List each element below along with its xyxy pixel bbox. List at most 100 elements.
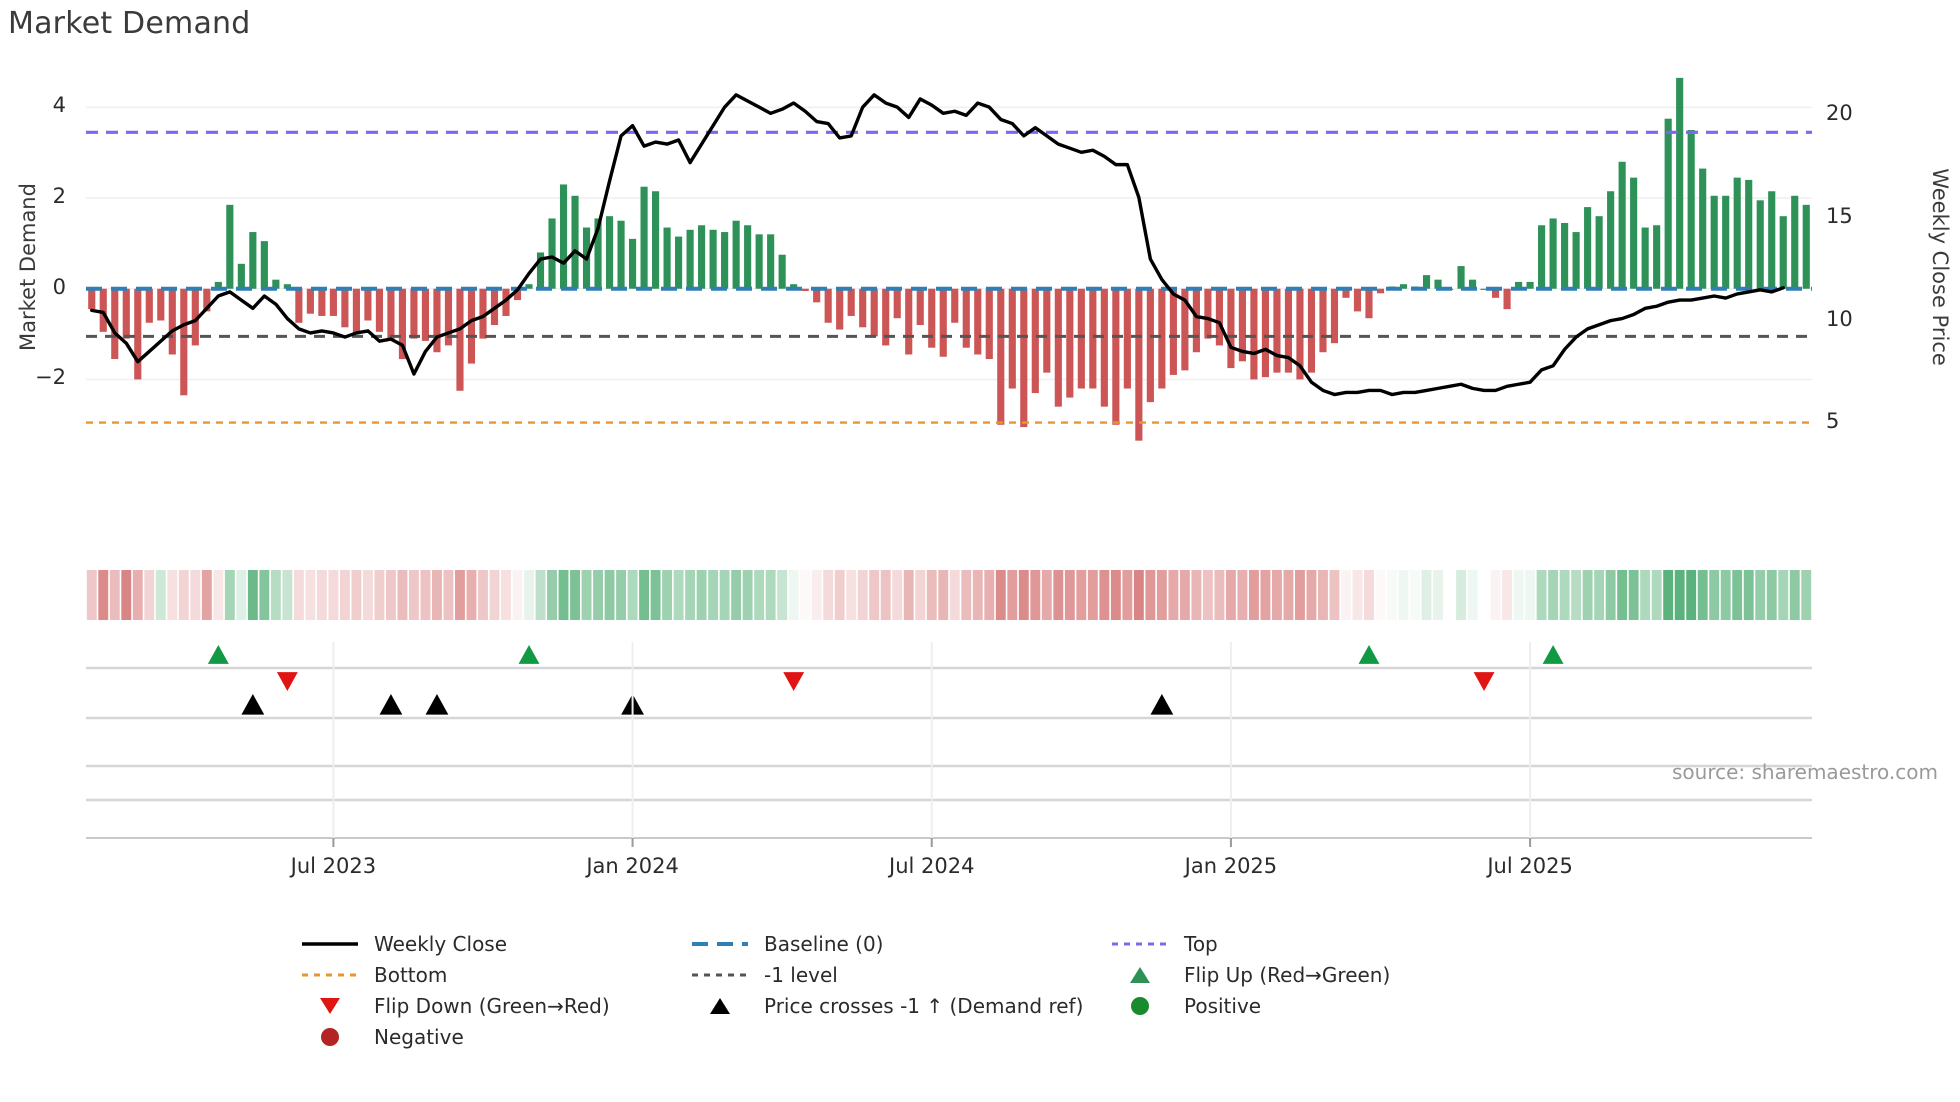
demand-bar	[1779, 216, 1787, 289]
heatmap-cell	[374, 570, 385, 620]
legend-item[interactable]: Negative	[300, 1021, 670, 1052]
legend-item[interactable]: Baseline (0)	[690, 928, 1090, 959]
heatmap-cell	[1225, 570, 1236, 620]
heatmap-cell	[1156, 570, 1167, 620]
x-tick-label: Jul 2025	[1487, 854, 1573, 878]
demand-bar	[652, 191, 660, 289]
demand-bar	[548, 218, 556, 289]
heatmap-cell	[1674, 570, 1685, 620]
demand-bar	[1192, 288, 1200, 353]
heatmap-cell	[547, 570, 557, 620]
demand-bar	[1020, 288, 1028, 428]
triangle-up-icon	[1130, 966, 1150, 983]
price-cross-marker	[379, 694, 403, 715]
demand-bar	[168, 288, 176, 355]
legend-item[interactable]: Price crosses -1 ↑ (Demand ref)	[690, 990, 1090, 1021]
heatmap-cell	[1364, 570, 1374, 620]
demand-bar	[421, 288, 430, 341]
legend-item[interactable]: Flip Down (Green→Red)	[300, 990, 670, 1021]
demand-bar	[847, 288, 855, 316]
x-axis	[86, 642, 1812, 847]
event-markers	[207, 645, 1564, 715]
heatmap-cell	[719, 570, 730, 620]
demand-bar	[502, 288, 510, 316]
heatmap-cell	[673, 570, 684, 620]
legend-spacer	[1110, 1021, 1440, 1052]
heatmap-cell	[247, 570, 258, 620]
heatmap-cell	[478, 570, 488, 620]
heatmap-cell	[1341, 570, 1351, 620]
heatmap-cell	[1490, 570, 1501, 620]
demand-bar	[433, 288, 441, 353]
demand-bar	[859, 288, 867, 328]
legend-item[interactable]: Positive	[1110, 990, 1440, 1021]
demand-bar	[1664, 118, 1672, 289]
legend-item[interactable]: -1 level	[690, 959, 1090, 990]
heatmap-cell	[236, 570, 247, 620]
heatmap-cell	[362, 570, 373, 620]
demand-bar	[675, 236, 683, 289]
demand-bar	[1204, 288, 1212, 339]
heatmap-cell	[1295, 570, 1305, 620]
demand-bar	[1123, 288, 1131, 389]
demand-bar	[1572, 232, 1580, 289]
demand-bar	[352, 288, 360, 335]
demand-bar	[1549, 218, 1557, 289]
demand-bar	[1399, 284, 1408, 289]
demand-bar	[559, 184, 568, 289]
heatmap-cell	[1007, 570, 1018, 620]
demand-bar	[951, 288, 959, 323]
demand-bar	[272, 279, 280, 289]
heatmap-cell	[1271, 570, 1282, 620]
heatmap-cell	[1352, 570, 1363, 620]
legend-item[interactable]: Bottom	[300, 959, 670, 990]
demand-bar	[88, 288, 96, 310]
heatmap-cell	[109, 570, 120, 620]
heatmap-cell	[259, 570, 270, 620]
demand-bar	[1768, 191, 1776, 289]
heatmap-cell	[1110, 570, 1121, 620]
solid-line-swatch	[300, 933, 360, 955]
demand-bar	[456, 288, 464, 391]
demand-bar	[375, 288, 383, 332]
heatmap-cell	[167, 570, 178, 620]
heatmap-cell	[1375, 570, 1386, 620]
demand-bar	[1261, 288, 1270, 378]
demand-bar	[1802, 204, 1810, 289]
heatmap-cell	[926, 570, 937, 620]
demand-bar	[467, 288, 476, 364]
heatmap-cell	[627, 570, 638, 620]
heatmap-cell	[1732, 570, 1743, 620]
heatmap-cell	[788, 570, 799, 620]
demand-bar	[1008, 288, 1016, 389]
heatmap-cell	[869, 570, 880, 620]
heatmap-cell	[316, 570, 327, 620]
heatmap-cell	[86, 570, 97, 620]
weekly-close-polyline	[90, 93, 1785, 397]
demand-bar	[410, 288, 418, 339]
heatmap-cell	[1260, 570, 1271, 620]
heatmap-cell	[1594, 570, 1605, 620]
heatmap-cell	[1145, 570, 1156, 620]
heatmap-cell	[961, 570, 972, 620]
demand-bar	[513, 288, 522, 301]
heatmap-cell	[1755, 570, 1766, 620]
demand-bar	[928, 288, 936, 348]
demand-bar	[364, 288, 372, 321]
legend-item[interactable]: Flip Up (Red→Green)	[1110, 959, 1440, 990]
demand-bar	[1491, 288, 1500, 298]
legend-item[interactable]: Top	[1110, 928, 1440, 959]
demand-bar	[295, 288, 303, 323]
demand-bar	[985, 288, 993, 360]
demand-bar	[1089, 288, 1097, 389]
demand-bar	[1112, 288, 1120, 425]
legend-label: Baseline (0)	[764, 931, 884, 956]
demand-bar	[997, 288, 1005, 425]
demand-bar	[1066, 288, 1074, 398]
heatmap-cell	[1168, 570, 1179, 620]
heatmap-cell	[1398, 570, 1409, 620]
x-tick-label: Jan 2024	[586, 854, 679, 878]
dotted-line-icon	[302, 973, 358, 976]
legend-item[interactable]: Weekly Close	[300, 928, 670, 959]
demand-bar	[1284, 288, 1293, 373]
